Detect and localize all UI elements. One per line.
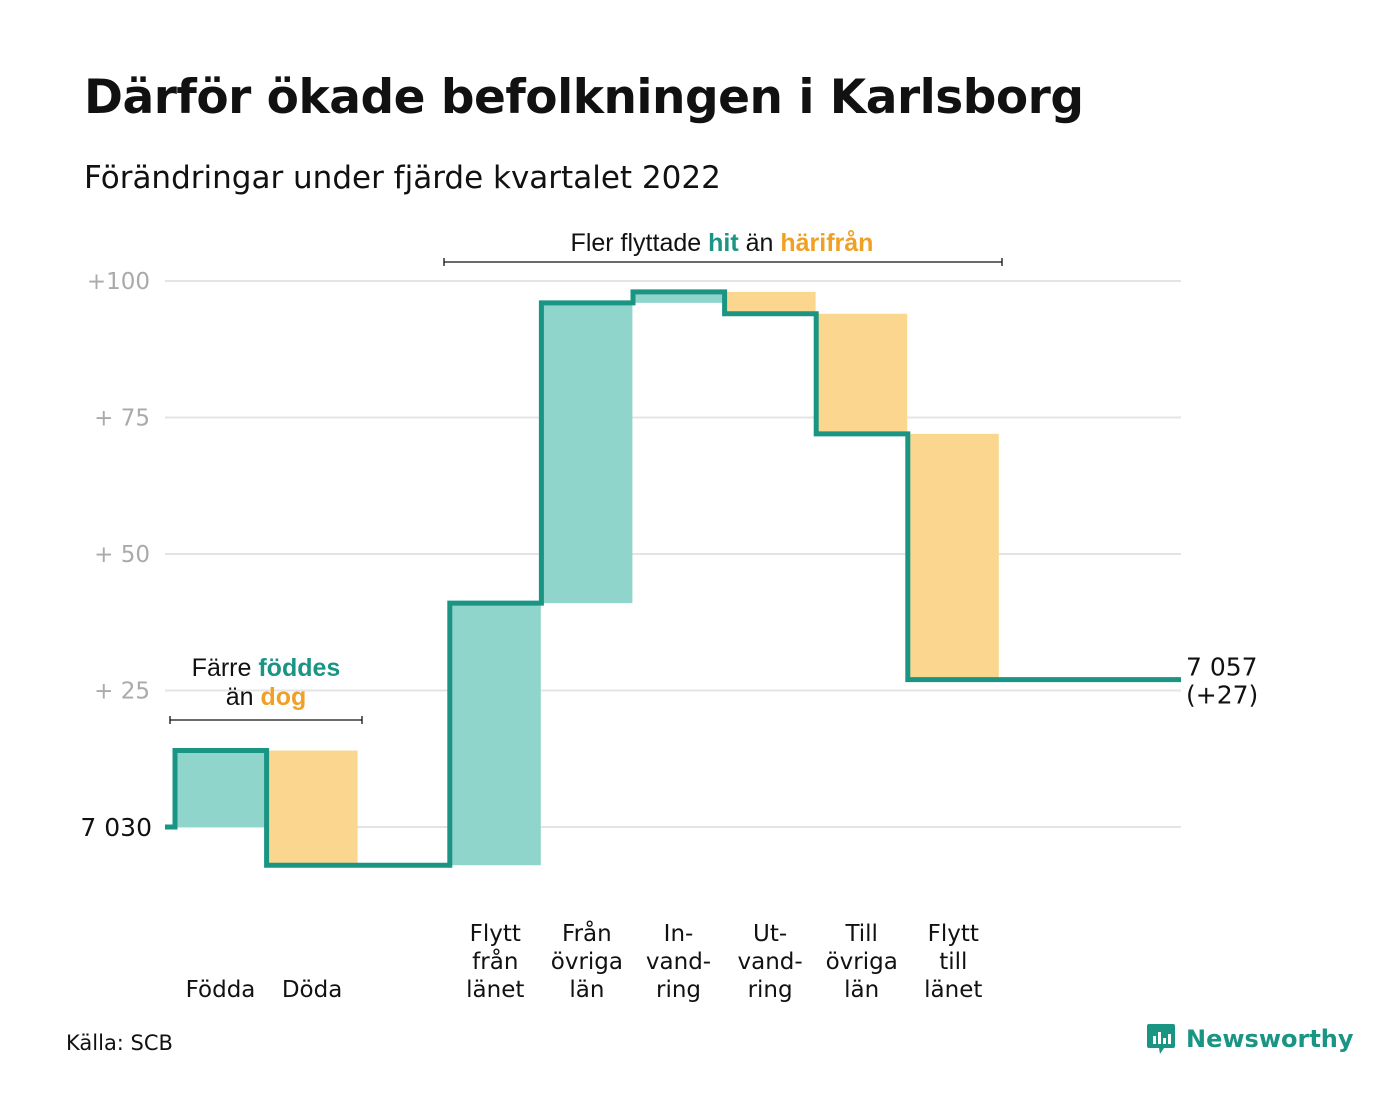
category-label: till	[939, 949, 967, 975]
category-label: länet	[466, 977, 524, 1003]
category-label: övriga	[551, 949, 623, 975]
source-note: Källa: SCB	[66, 1031, 173, 1055]
cumulative-step-line	[165, 289, 1181, 868]
end-value-label: 7 057	[1186, 653, 1258, 682]
category-label: län	[844, 977, 879, 1003]
category-label: vand-	[646, 949, 711, 975]
brand-name: Newsworthy	[1186, 1025, 1354, 1053]
births-annotation-text: Färre föddes	[192, 654, 341, 682]
waterfall-bar	[633, 291, 724, 303]
category-label: Flytt	[928, 921, 979, 947]
waterfall-bar	[449, 603, 541, 866]
waterfall-bar	[541, 302, 633, 604]
category-label: ring	[748, 977, 793, 1003]
chart-title: Därför ökade befolkningen i Karlsborg	[84, 70, 1084, 125]
category-label: ring	[656, 977, 701, 1003]
waterfall-bar	[907, 433, 999, 680]
category-label: län	[569, 977, 604, 1003]
category-label: Till	[844, 921, 878, 947]
end-change-label: (+27)	[1186, 681, 1258, 710]
category-label: Flytt	[470, 921, 521, 947]
y-tick-label: + 25	[94, 679, 150, 705]
births-annotation-text: än dog	[226, 683, 307, 711]
category-label: övriga	[826, 949, 898, 975]
waterfall-bar	[724, 291, 816, 314]
y-tick-label: + 50	[94, 542, 150, 568]
category-label: länet	[924, 977, 982, 1003]
category-label: Döda	[282, 977, 342, 1003]
y-tick-label: +100	[87, 269, 150, 295]
category-label: Födda	[186, 977, 256, 1003]
category-label: In-	[664, 921, 694, 947]
waterfall-bar	[266, 750, 358, 866]
waterfall-bar	[816, 313, 908, 434]
waterfall-bar	[175, 750, 266, 827]
category-label: Från	[562, 919, 612, 947]
chart-subtitle: Förändringar under fjärde kvartalet 2022	[84, 160, 721, 196]
newsworthy-logo-icon	[1147, 1024, 1175, 1054]
category-label: från	[472, 947, 518, 975]
category-label: vand-	[738, 949, 803, 975]
brand-logo[interactable]: Newsworthy	[1146, 1022, 1354, 1056]
start-value-label: 7 030	[80, 813, 152, 842]
category-label: Ut-	[753, 921, 787, 947]
y-tick-label: + 75	[94, 406, 150, 432]
migration-annotation-text: Fler flyttade hit än härifrån	[571, 229, 874, 257]
